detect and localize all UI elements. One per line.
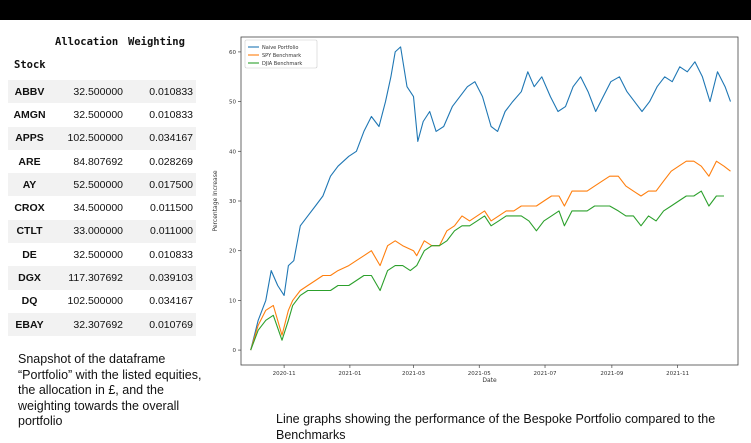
performance-line-chart: 0 10 20 30 40 50 60 2020-11 2021-01 2021-03 2021-0…: [212, 36, 739, 384]
series-line-spy-benchmark: [250, 160, 731, 351]
ticker-cell: CTLT: [16, 225, 43, 238]
y-tick-label: 20: [229, 249, 236, 255]
allocation-cell: 33.000000: [73, 225, 123, 238]
allocation-cell: 102.500000: [67, 132, 123, 145]
table-row: DE 32.500000 0.010833: [8, 243, 196, 266]
column-header-allocation: Allocation: [55, 36, 119, 48]
weighting-cell: 0.010833: [149, 248, 193, 261]
ticker-cell: ABBV: [14, 85, 45, 98]
allocation-cell: 32.500000: [73, 108, 123, 121]
allocation-cell: 84.807692: [73, 155, 123, 168]
x-tick-label: 2021-07: [534, 371, 557, 377]
table-row: AY 52.500000 0.017500: [8, 173, 196, 197]
allocation-cell: 34.500000: [73, 202, 123, 215]
y-axis-label: Percentage Increase: [212, 170, 219, 231]
weighting-cell: 0.010833: [149, 85, 193, 98]
weighting-cell: 0.039103: [149, 272, 193, 285]
table-row: CROX 34.500000 0.011500: [8, 196, 196, 219]
legend-label: Naive Portfolio: [262, 45, 298, 51]
table-row: AMGN 32.500000 0.010833: [8, 103, 196, 126]
allocation-cell: 32.500000: [73, 85, 123, 98]
x-tick-label: 2021-05: [468, 371, 491, 377]
allocation-cell: 102.500000: [67, 295, 123, 308]
weighting-cell: 0.010833: [149, 108, 193, 121]
x-tick-label: 2021-03: [402, 371, 425, 377]
table-header: Allocation Weighting: [8, 34, 196, 52]
legend-label: SPY Benchmark: [262, 53, 301, 59]
ticker-cell: ARE: [18, 155, 41, 168]
x-tick-label: 2021-01: [338, 371, 361, 377]
ticker-cell: DE: [22, 248, 37, 261]
weighting-cell: 0.017500: [149, 178, 193, 191]
table-row: DQ 102.500000 0.034167: [8, 290, 196, 313]
weighting-cell: 0.034167: [149, 132, 193, 145]
weighting-cell: 0.010769: [149, 318, 193, 331]
ticker-cell: DQ: [21, 295, 38, 308]
plot-frame: [240, 36, 739, 366]
table-body: ABBV 32.500000 0.010833 AMGN 32.500000 0.0108…: [8, 80, 196, 337]
y-tick-label: 60: [229, 50, 236, 56]
y-tick-label: 30: [229, 199, 236, 205]
x-tick-label: 2021-11: [666, 371, 689, 377]
weighting-cell: 0.011500: [149, 202, 193, 215]
series-line-naive-portfolio: [250, 46, 732, 351]
index-name-row: Stock: [8, 52, 196, 80]
ticker-cell: CROX: [14, 202, 45, 215]
allocation-cell: 32.500000: [73, 248, 123, 261]
legend-box: [244, 39, 318, 69]
ticker-cell: AY: [22, 178, 37, 191]
table-row: ABBV 32.500000 0.010833: [8, 80, 196, 104]
dataframe-table: Allocation Weighting Stock ABBV 32.500000…: [8, 34, 196, 337]
allocation-cell: 117.307692: [68, 272, 123, 285]
table-row: ARE 84.807692 0.028269: [8, 150, 196, 173]
legend-label: DJIA Benchmark: [262, 61, 302, 67]
ticker-cell: DGX: [18, 272, 41, 285]
y-tick-label: 50: [229, 100, 236, 106]
column-header-weighting: Weighting: [128, 36, 185, 48]
series-line-djia-benchmark: [250, 190, 724, 351]
ticker-cell: APPS: [15, 132, 44, 145]
table-row: EBAY 32.307692 0.010769: [8, 312, 196, 337]
y-tick-label: 0: [233, 348, 237, 354]
table-row: CTLT 33.000000 0.011000: [8, 219, 196, 244]
weighting-cell: 0.028269: [149, 155, 193, 168]
y-tick-label: 40: [229, 149, 236, 155]
ticker-cell: EBAY: [15, 318, 44, 331]
table-row: DGX 117.307692 0.039103: [8, 266, 196, 290]
weighting-cell: 0.011000: [149, 225, 193, 238]
table-caption: Snapshot of the dataframe “Portfolio” wi…: [18, 352, 202, 428]
weighting-cell: 0.034167: [149, 295, 193, 308]
allocation-cell: 52.500000: [73, 178, 123, 191]
top-bar: [0, 0, 751, 20]
x-tick-label: 2020-11: [273, 371, 296, 377]
chart-caption: Line graphs showing the performance of t…: [276, 412, 716, 442]
x-axis-label: Date: [482, 377, 497, 384]
ticker-cell: AMGN: [13, 108, 46, 121]
y-tick-label: 10: [229, 298, 236, 304]
x-tick-label: 2021-09: [600, 371, 623, 377]
allocation-cell: 32.307692: [73, 318, 123, 331]
table-row: APPS 102.500000 0.034167: [8, 126, 196, 150]
index-name: Stock: [14, 59, 46, 71]
